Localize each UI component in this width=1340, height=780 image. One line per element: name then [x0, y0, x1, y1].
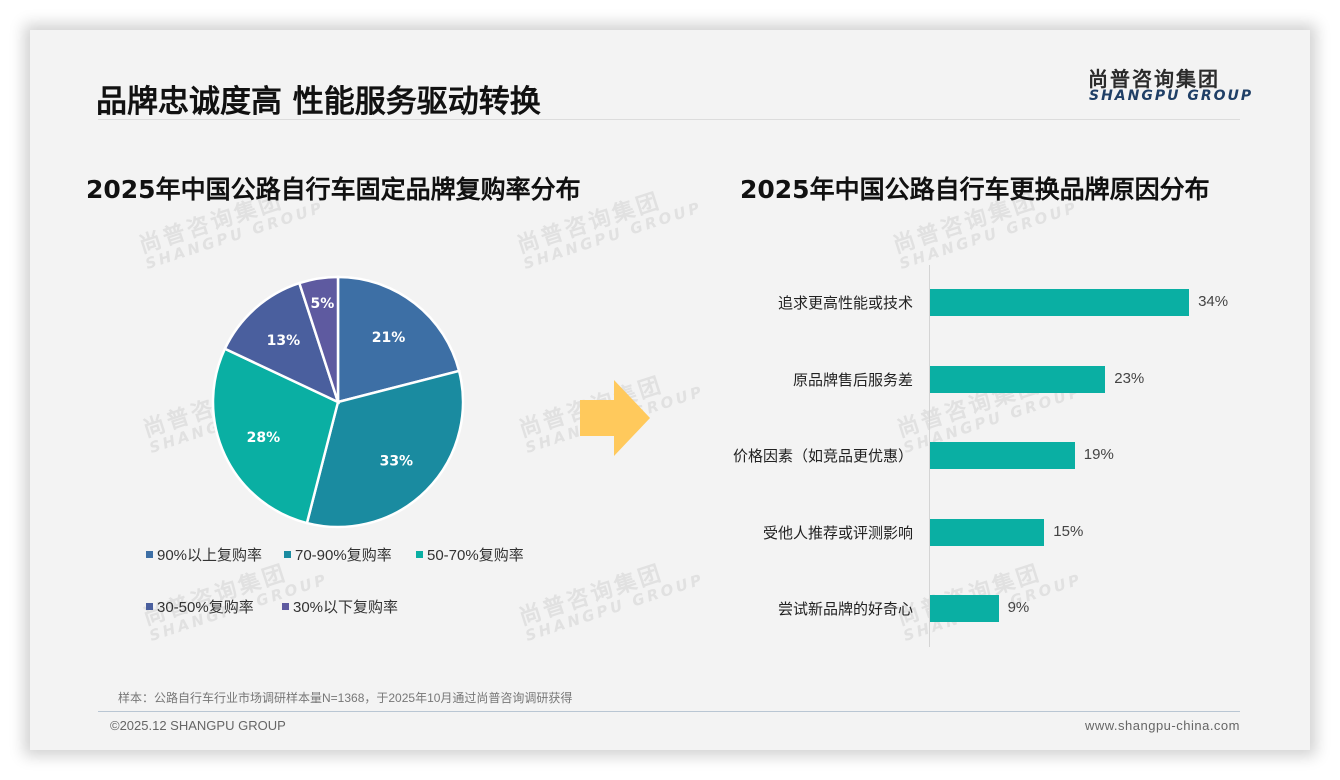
bar	[930, 519, 1045, 546]
legend-swatch	[146, 602, 153, 610]
bar-category-label: 追求更高性能或技术	[777, 295, 913, 312]
legend-item: 30%以下复购率	[282, 596, 398, 617]
pie-slice	[223, 281, 341, 405]
pie-chart-title: 2025年中国公路自行车固定品牌复购率分布	[86, 175, 581, 204]
bar-value-label: 15%	[1053, 523, 1084, 540]
right-arrow-icon	[580, 380, 650, 456]
legend-item: 50-70%复购率	[416, 544, 524, 565]
bar	[930, 289, 1190, 316]
bar-category-label: 受他人推荐或评测影响	[762, 525, 913, 542]
pie-slice-label: 28%	[247, 430, 281, 446]
bar	[930, 366, 1106, 393]
sample-note: 样本：公路自行车行业市场调研样本量N=1368，于2025年10月通过尚普咨询调…	[118, 691, 573, 705]
pie-slice-label: 5%	[310, 296, 334, 312]
bar-axis	[929, 265, 930, 647]
bar-value-label: 34%	[1198, 293, 1229, 310]
pie-slice	[305, 369, 465, 529]
pie-slice	[211, 347, 340, 525]
pie-slice	[336, 275, 461, 404]
legend-swatch	[284, 550, 291, 558]
legend-item: 70-90%复购率	[284, 544, 392, 565]
pie-slice-label: 21%	[372, 330, 406, 346]
legend-swatch	[282, 602, 289, 610]
legend-item: 30-50%复购率	[146, 596, 254, 617]
legend-swatch	[146, 550, 153, 558]
title-divider	[98, 119, 1240, 120]
legend-item: 90%以上复购率	[146, 544, 262, 565]
page-title: 品牌忠诚度高 性能服务驱动转换	[96, 84, 541, 120]
bar	[930, 442, 1075, 469]
website-link[interactable]: www.shangpu-china.com	[1084, 718, 1240, 733]
bar-category-label: 尝试新品牌的好奇心	[777, 601, 913, 618]
pie-chart: 21% 33% 28% 13% 5%	[211, 275, 465, 529]
bar-value-label: 19%	[1083, 446, 1114, 463]
bar	[930, 595, 999, 622]
bar-chart-title: 2025年中国公路自行车更换品牌原因分布	[740, 175, 1210, 204]
pie-slice-label: 33%	[380, 453, 414, 469]
bar-category-label: 价格因素（如竞品更优惠）	[732, 448, 913, 465]
bar-value-label: 9%	[1007, 599, 1030, 616]
copyright: ©2025.12 SHANGPU GROUP	[110, 718, 286, 733]
logo-english: SHANGPU GROUP	[1089, 88, 1254, 104]
logo-chinese: 尚普咨询集团	[1088, 67, 1220, 91]
footer-divider	[98, 711, 1240, 712]
slide: 品牌忠诚度高 性能服务驱动转换 尚普咨询集团 SHANGPU GROUP 尚普咨…	[30, 30, 1310, 750]
bar-value-label: 23%	[1114, 370, 1145, 387]
bar-category-label: 原品牌售后服务差	[792, 372, 913, 389]
pie-slice-label: 13%	[267, 333, 301, 349]
legend-swatch	[416, 550, 423, 558]
pie-slice	[297, 275, 340, 403]
